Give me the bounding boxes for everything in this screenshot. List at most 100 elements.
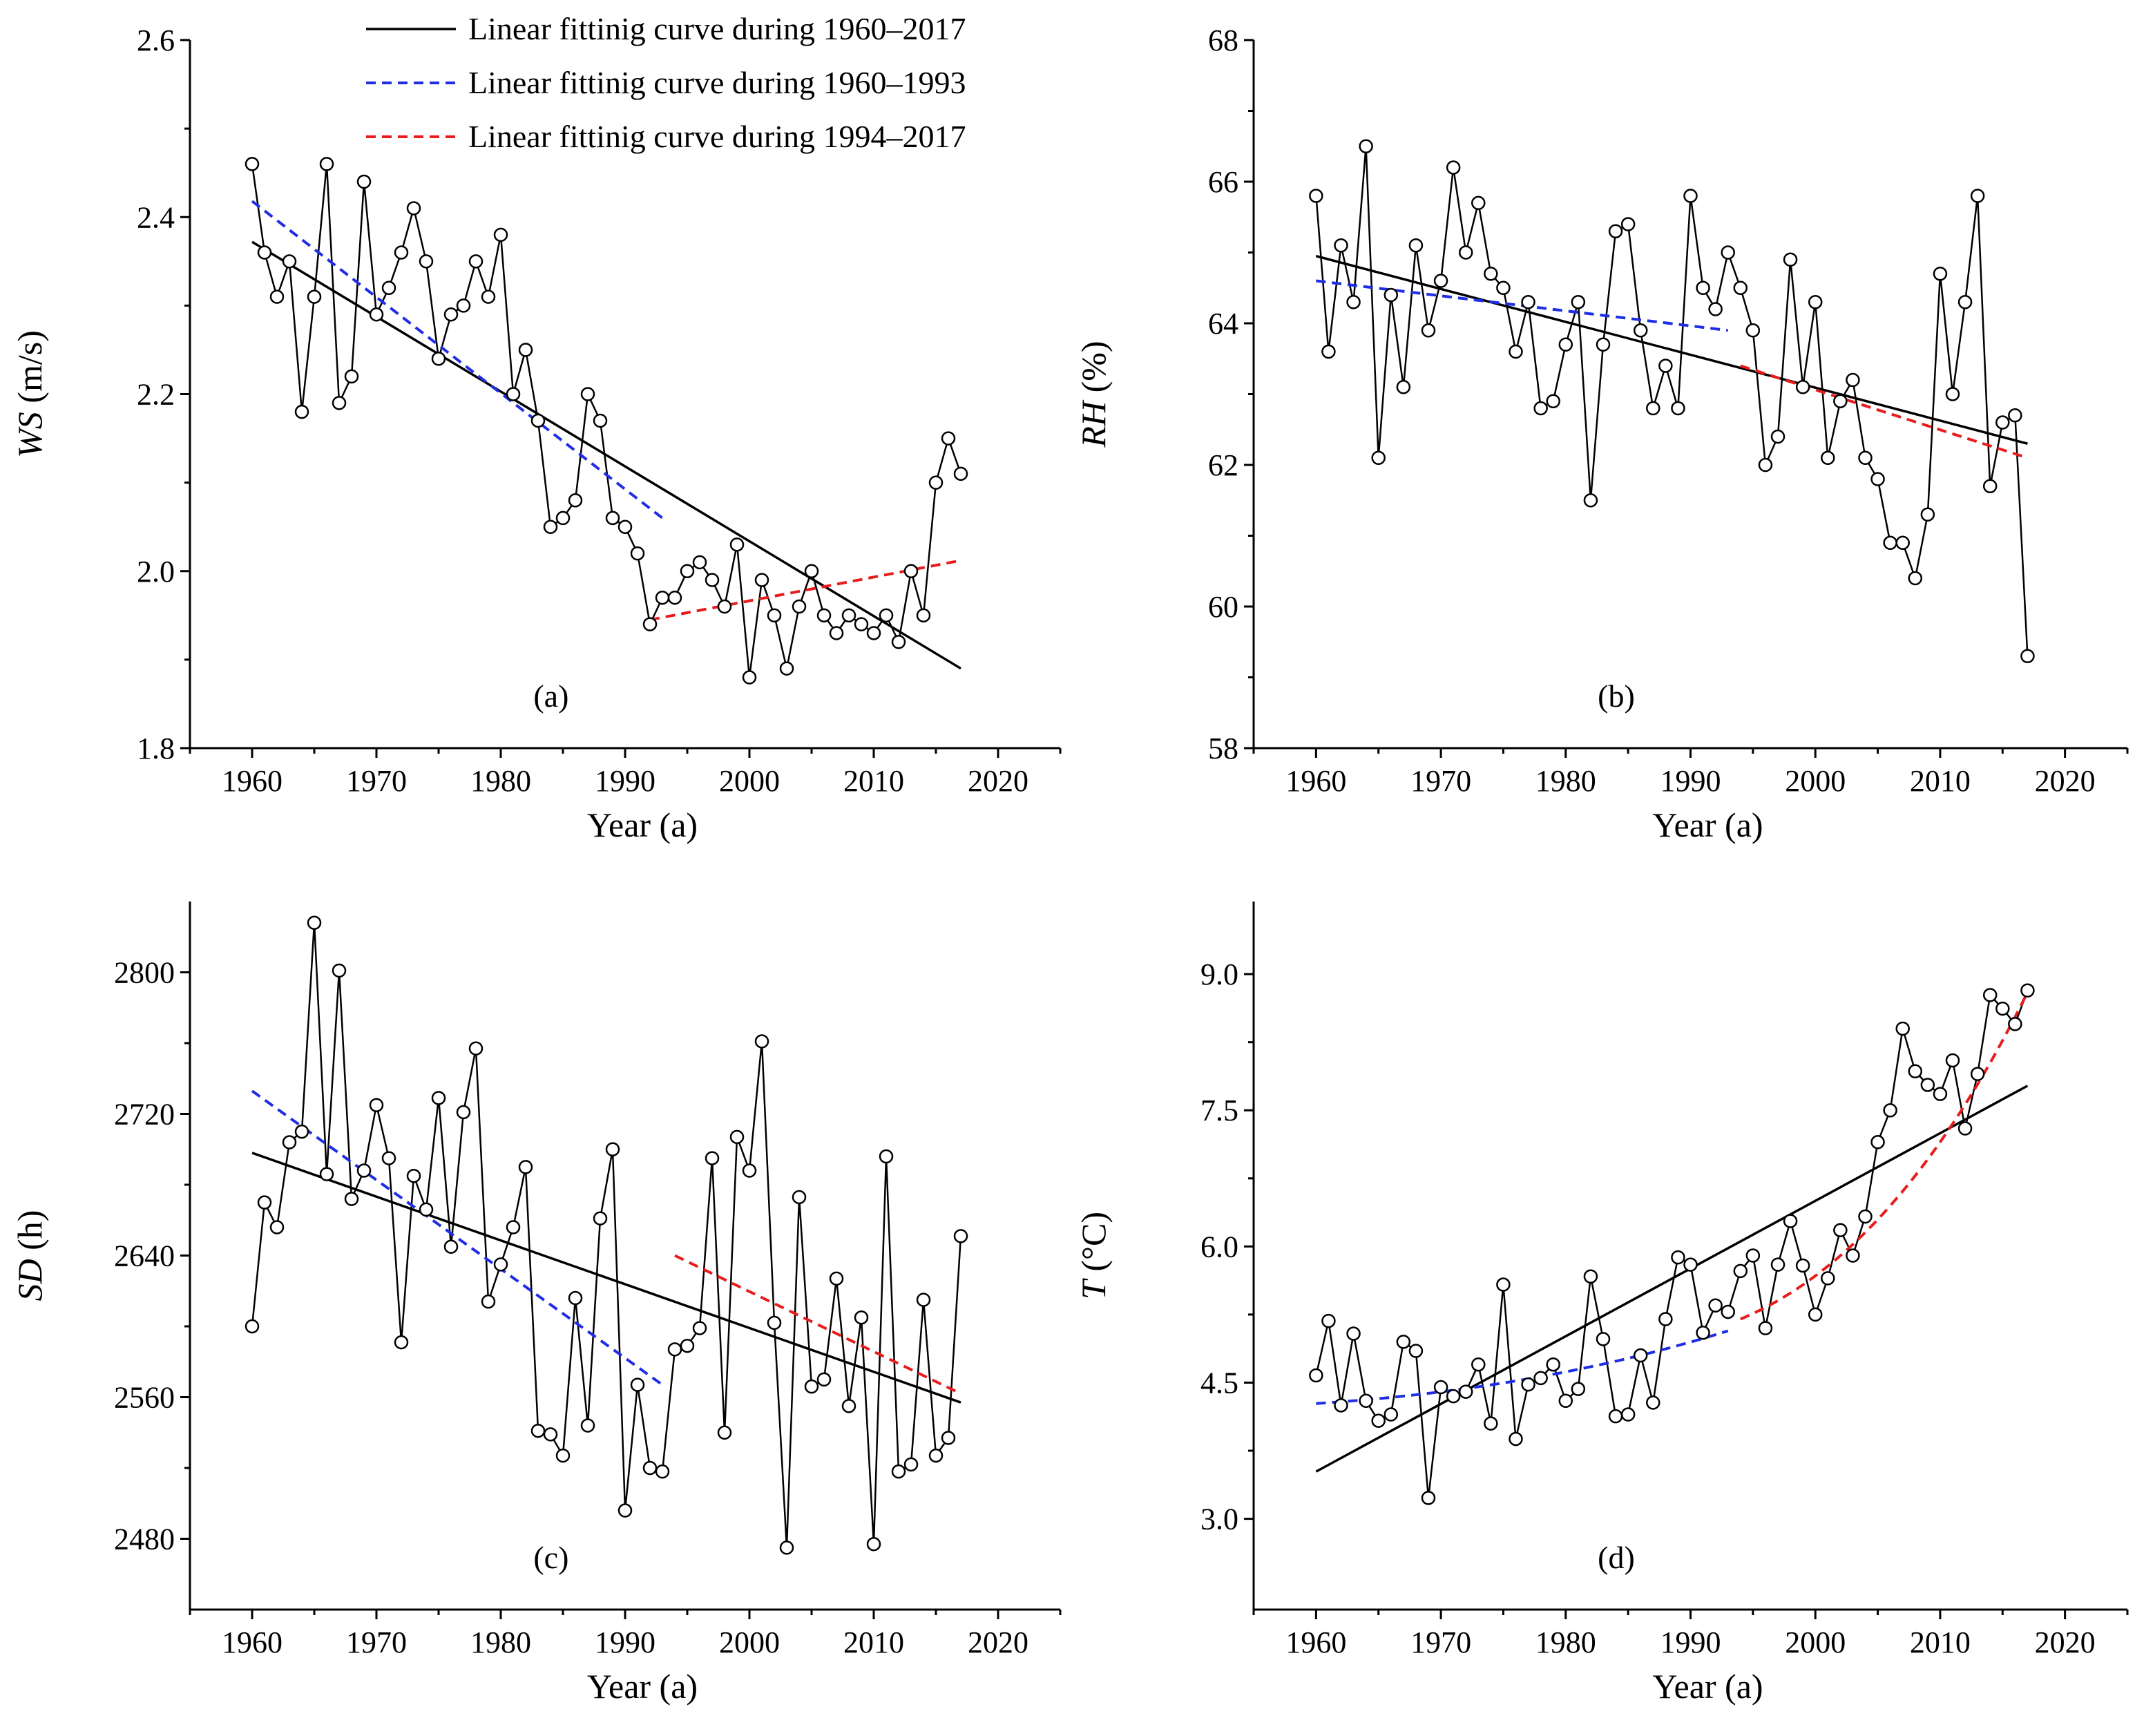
data-point	[245, 1319, 260, 1334]
data-point	[1895, 535, 1910, 550]
data-point	[344, 369, 359, 384]
x-tick-label: 2000	[719, 764, 780, 798]
x-axis-title: Year (a)	[1652, 805, 1763, 844]
data-point	[916, 1293, 931, 1307]
data-point	[481, 1294, 496, 1309]
data-point	[1334, 1398, 1348, 1413]
data-point	[1484, 267, 1498, 281]
data-point	[1858, 1209, 1873, 1224]
data-point	[655, 590, 670, 605]
data-point	[1583, 493, 1598, 508]
data-point	[1521, 1377, 1535, 1392]
panel-a: 1.8 2.0 2.2 2.4 2.6 1960 1970 1980 1990 2000 2010 2…	[10, 23, 1062, 844]
data-point	[356, 174, 372, 189]
y-tick-label: 66	[1208, 165, 1238, 199]
data-point	[419, 254, 434, 269]
x-tick-label: 1960	[222, 764, 283, 798]
data-point	[854, 617, 869, 631]
data-point	[555, 511, 571, 526]
y-tick-label: 2.2	[137, 378, 175, 412]
data-point	[1683, 1257, 1698, 1272]
data-point	[257, 1195, 272, 1210]
data-point	[1808, 295, 1823, 309]
data-point	[1620, 1407, 1636, 1422]
data-point	[1908, 571, 1923, 586]
data-point	[829, 1271, 844, 1286]
data-point	[1708, 302, 1723, 316]
fit-line-fit-early	[251, 1089, 664, 1386]
data-point	[692, 1321, 707, 1335]
data-point	[1421, 323, 1436, 338]
data-point	[1658, 359, 1673, 373]
legend-label: Linear fittinig curve during 1960–1993	[468, 65, 966, 100]
data-point	[543, 519, 558, 534]
data-point	[903, 564, 919, 578]
data-point	[1521, 295, 1535, 309]
data-point	[1708, 1298, 1723, 1313]
fit-line-fit-late	[674, 1254, 961, 1395]
data-point	[1496, 280, 1511, 295]
data-point	[804, 1379, 819, 1394]
data-point	[245, 157, 260, 171]
x-tick-label: 1980	[470, 1625, 531, 1659]
x-tick-label: 1960	[1285, 764, 1346, 798]
data-point	[530, 1423, 546, 1438]
data-point	[642, 617, 658, 631]
data-point	[928, 475, 944, 490]
data-point	[1558, 1393, 1573, 1409]
x-tick-label: 2020	[968, 1625, 1028, 1659]
x-tick-label: 1990	[1660, 1625, 1721, 1659]
data-point	[506, 387, 521, 401]
fit-line-fit-early	[1316, 1329, 1729, 1405]
data-point	[1671, 401, 1685, 416]
data-point	[456, 298, 471, 313]
data-point	[1421, 1491, 1436, 1505]
data-point	[1696, 280, 1710, 295]
data-point	[443, 307, 459, 322]
data-series-line	[1315, 990, 2029, 1498]
data-point	[1982, 479, 1998, 493]
data-point	[953, 1229, 968, 1243]
data-point	[282, 1135, 297, 1150]
data-point	[332, 396, 347, 410]
data-point	[742, 670, 757, 685]
data-point	[879, 608, 894, 623]
data-point	[1620, 217, 1636, 231]
y-tick-label: 2.0	[137, 555, 175, 589]
data-point	[1509, 344, 1523, 359]
data-series-line	[251, 164, 962, 678]
data-point	[1995, 415, 2010, 430]
x-tick-label: 2010	[843, 764, 904, 798]
data-point	[431, 1091, 446, 1105]
panel-c: 2480 2560 2640 2720 2800 1960 1970 1980 1990 2000…	[10, 902, 1062, 1706]
data-point	[729, 1129, 745, 1145]
data-point	[381, 1151, 396, 1165]
data-point	[1957, 295, 1973, 309]
fit-line-fit-early	[1316, 279, 1728, 332]
data-point	[642, 1460, 658, 1476]
data-point	[1970, 1067, 1985, 1081]
data-point	[903, 1457, 919, 1472]
data-point	[779, 1541, 794, 1555]
data-point	[1458, 1384, 1473, 1399]
y-axis-unit: (%)	[1074, 341, 1113, 401]
data-point	[1770, 429, 1785, 444]
data-point	[792, 1190, 807, 1205]
x-tick-label: 1980	[1535, 1625, 1596, 1659]
x-tick-label: 1990	[595, 764, 655, 798]
x-tick-label: 1960	[1285, 1625, 1346, 1659]
data-point	[518, 343, 533, 357]
data-point	[269, 289, 285, 304]
data-point	[1509, 1431, 1523, 1447]
data-point	[1484, 1416, 1498, 1431]
y-tick-label: 1.8	[137, 732, 175, 765]
data-point	[1583, 1269, 1598, 1284]
data-point	[866, 626, 881, 640]
data-point	[481, 289, 496, 304]
panel-label: (c)	[533, 1540, 568, 1575]
fit-line-fit-all	[251, 1152, 961, 1404]
data-point	[530, 413, 546, 428]
data-point	[344, 1192, 359, 1206]
y-axis-unit: (m/s)	[10, 330, 49, 412]
y-tick-label: 68	[1208, 23, 1238, 57]
